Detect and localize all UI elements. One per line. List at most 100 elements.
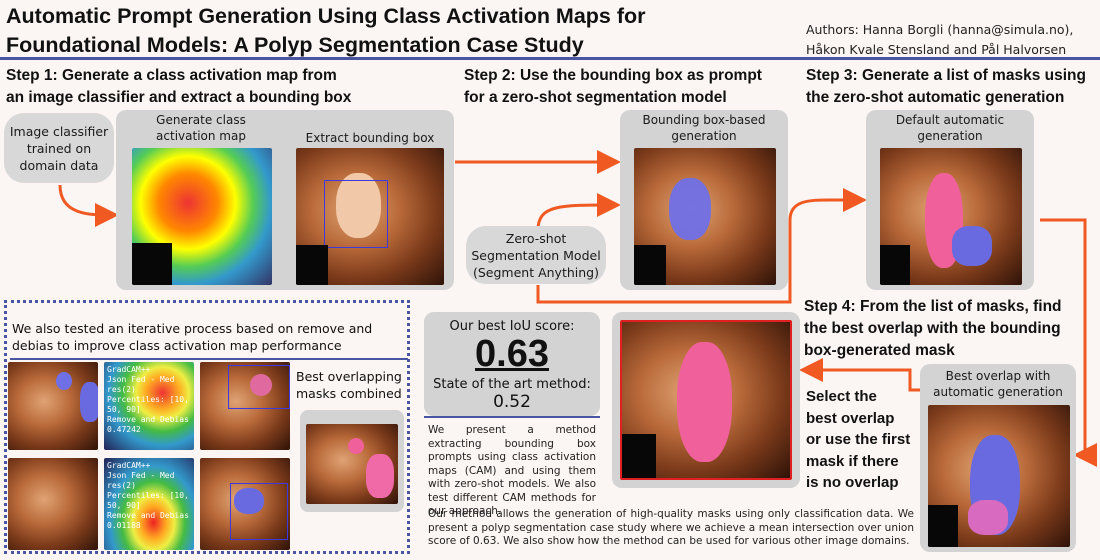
cam-label-line-2: activation map	[156, 129, 246, 143]
blue-mask	[56, 372, 72, 390]
authors: Authors: Hanna Borgli (hanna@simula.no),…	[806, 20, 1096, 60]
step3-heading: Step 3: Generate a list of masks using t…	[806, 65, 1096, 109]
combined-mask-image	[306, 424, 398, 504]
classifier-line-2: trained on	[26, 141, 92, 156]
bbox-gen-line-1: Bounding box-based	[642, 113, 766, 127]
step1-heading: Step 1: Generate a class activation map …	[6, 65, 426, 109]
gradcam-top-2: Percentiles: [10, 50, 90]	[107, 395, 189, 414]
default-gen-line-2: generation	[917, 129, 983, 143]
bbox-gen-label: Bounding box-based generation	[620, 112, 788, 144]
best-masks-line-1: Best overlapping	[296, 369, 402, 384]
iter-bottom-image-1	[8, 458, 98, 550]
step4-heading: Step 4: From the list of masks, find the…	[804, 296, 1094, 362]
select-line-5: is no overlap	[806, 474, 899, 491]
iter-top-image-3	[200, 362, 290, 450]
gradcam-top-0: GradCAM++	[107, 365, 151, 374]
arrow-zeroshot-to-default-gen	[536, 188, 867, 304]
poster-title: Automatic Prompt Generation Using Class …	[6, 2, 786, 60]
gradcam-top-3: Remove and Debias	[107, 415, 189, 424]
best-masks-line-2: masks combined	[296, 386, 402, 401]
arrow-default-to-best	[1040, 218, 1097, 467]
gradcam-bottom-4: 0.01188	[107, 521, 141, 530]
panel-text-line-2: debias to improve class activation map p…	[12, 338, 342, 353]
iou-label: Our best IoU score:	[449, 319, 575, 334]
score-divider	[424, 416, 600, 418]
title-line-2: Foundational Models: A Polyp Segmentatio…	[6, 33, 584, 57]
classifier-line-1: Image classifier	[9, 124, 109, 139]
zeroshot-line-2: Segmentation Model	[471, 248, 601, 263]
step2-line-2: for a zero-shot segmentation model	[464, 89, 727, 106]
gradcam-top-1: Json Fed - Med res(2)	[107, 375, 175, 394]
gradcam-top-text: GradCAM++ Json Fed - Med res(2) Percenti…	[107, 365, 194, 435]
best-overlap-line-1: Best overlap with	[945, 369, 1051, 383]
zero-shot-model-node: Zero-shot Segmentation Model (Segment An…	[466, 226, 606, 284]
default-gen-line-1: Default automatic	[895, 113, 1005, 127]
select-line-3: or use the first	[806, 431, 911, 448]
title-line-1: Automatic Prompt Generation Using Class …	[6, 4, 646, 28]
bbox-gen-line-2: generation	[671, 129, 737, 143]
scope-overlay	[928, 505, 958, 547]
iter-bottom-gradcam: GradCAM++ Json Fed - Med res(2) Percenti…	[104, 458, 194, 550]
blue-mask-2	[80, 382, 98, 422]
results-description: Our method allows the generation of high…	[428, 508, 914, 547]
header-divider	[0, 57, 1100, 60]
step1-line-1: Step 1: Generate a class activation map …	[6, 67, 337, 84]
pink-mask	[348, 438, 364, 454]
bounding-box-rect	[230, 483, 288, 540]
scope-overlay	[622, 434, 656, 478]
iou-value: 0.63	[475, 333, 549, 375]
arrow-zeroshot-to-bbox-gen	[536, 193, 621, 231]
arrow-best-to-result	[799, 358, 920, 392]
gradcam-bottom-2: Percentiles: [10, 50, 90]	[107, 491, 189, 510]
blue-mask	[952, 226, 992, 266]
arrow-classifier-to-cam	[58, 184, 119, 227]
step4-line-2: the best overlap with the bounding	[804, 320, 1061, 337]
step3-line-1: Step 3: Generate a list of masks using	[806, 67, 1086, 84]
pink-overlap-mask	[968, 500, 1008, 535]
iter-bottom-image-3	[200, 458, 290, 550]
polyp-shape	[336, 173, 381, 238]
bbox-label: Extract bounding box	[305, 131, 435, 145]
gradcam-bottom-3: Remove and Debias	[107, 511, 189, 520]
blue-mask	[669, 178, 711, 240]
pink-mask-2	[366, 454, 394, 498]
iterative-panel-text: We also tested an iterative process base…	[12, 320, 406, 354]
cam-label-line-1: Generate class	[156, 113, 246, 127]
select-best-overlap-text: Select the best overlap or use the first…	[806, 386, 916, 494]
panel-divider	[10, 358, 408, 360]
step2-heading: Step 2: Use the bounding box as prompt f…	[464, 65, 794, 109]
sota-label: State of the art method:	[433, 377, 591, 392]
step4-line-3: box-generated mask	[804, 342, 955, 359]
zeroshot-line-3: (Segment Anything)	[472, 265, 599, 280]
bbox-endoscopy-image	[296, 148, 444, 285]
select-line-4: mask if there	[806, 452, 899, 470]
pink-mask	[250, 374, 272, 396]
best-masks-combined-label: Best overlapping masks combined	[296, 368, 406, 402]
scope-overlay	[132, 243, 172, 285]
select-line-2: best overlap	[806, 409, 895, 427]
pink-mask	[677, 342, 732, 462]
iter-top-image-1	[8, 362, 98, 450]
final-result-image	[620, 320, 792, 480]
step3-line-2: the zero-shot automatic generation	[806, 89, 1065, 106]
gradcam-bottom-1: Json Fed - Med res(2)	[107, 471, 175, 490]
image-classifier-node: Image classifier trained on domain data	[4, 113, 114, 183]
bbox-gen-image	[634, 148, 776, 285]
classifier-line-3: domain data	[19, 158, 99, 173]
step1-line-2: an image classifier and extract a boundi…	[6, 89, 352, 106]
iter-top-gradcam: GradCAM++ Json Fed - Med res(2) Percenti…	[104, 362, 194, 450]
method-description: We present a method extracting bounding …	[428, 424, 596, 517]
step2-line-1: Step 2: Use the bounding box as prompt	[464, 67, 762, 84]
authors-line-2: Håkon Kvale Stensland and Pål Halvorsen	[806, 42, 1067, 57]
bounding-box-rect	[324, 180, 388, 248]
cam-label: Generate class activation map	[126, 112, 276, 144]
score-box	[424, 312, 600, 416]
select-line-1: Select the	[806, 388, 877, 405]
scope-overlay	[296, 245, 328, 285]
scope-overlay	[880, 245, 910, 285]
gradcam-bottom-0: GradCAM++	[107, 461, 151, 470]
authors-line-1: Authors: Hanna Borgli (hanna@simula.no),	[806, 22, 1074, 37]
scope-overlay	[634, 245, 666, 285]
best-overlap-label: Best overlap with automatic generation	[920, 368, 1076, 400]
bounding-box-rect	[228, 365, 290, 409]
